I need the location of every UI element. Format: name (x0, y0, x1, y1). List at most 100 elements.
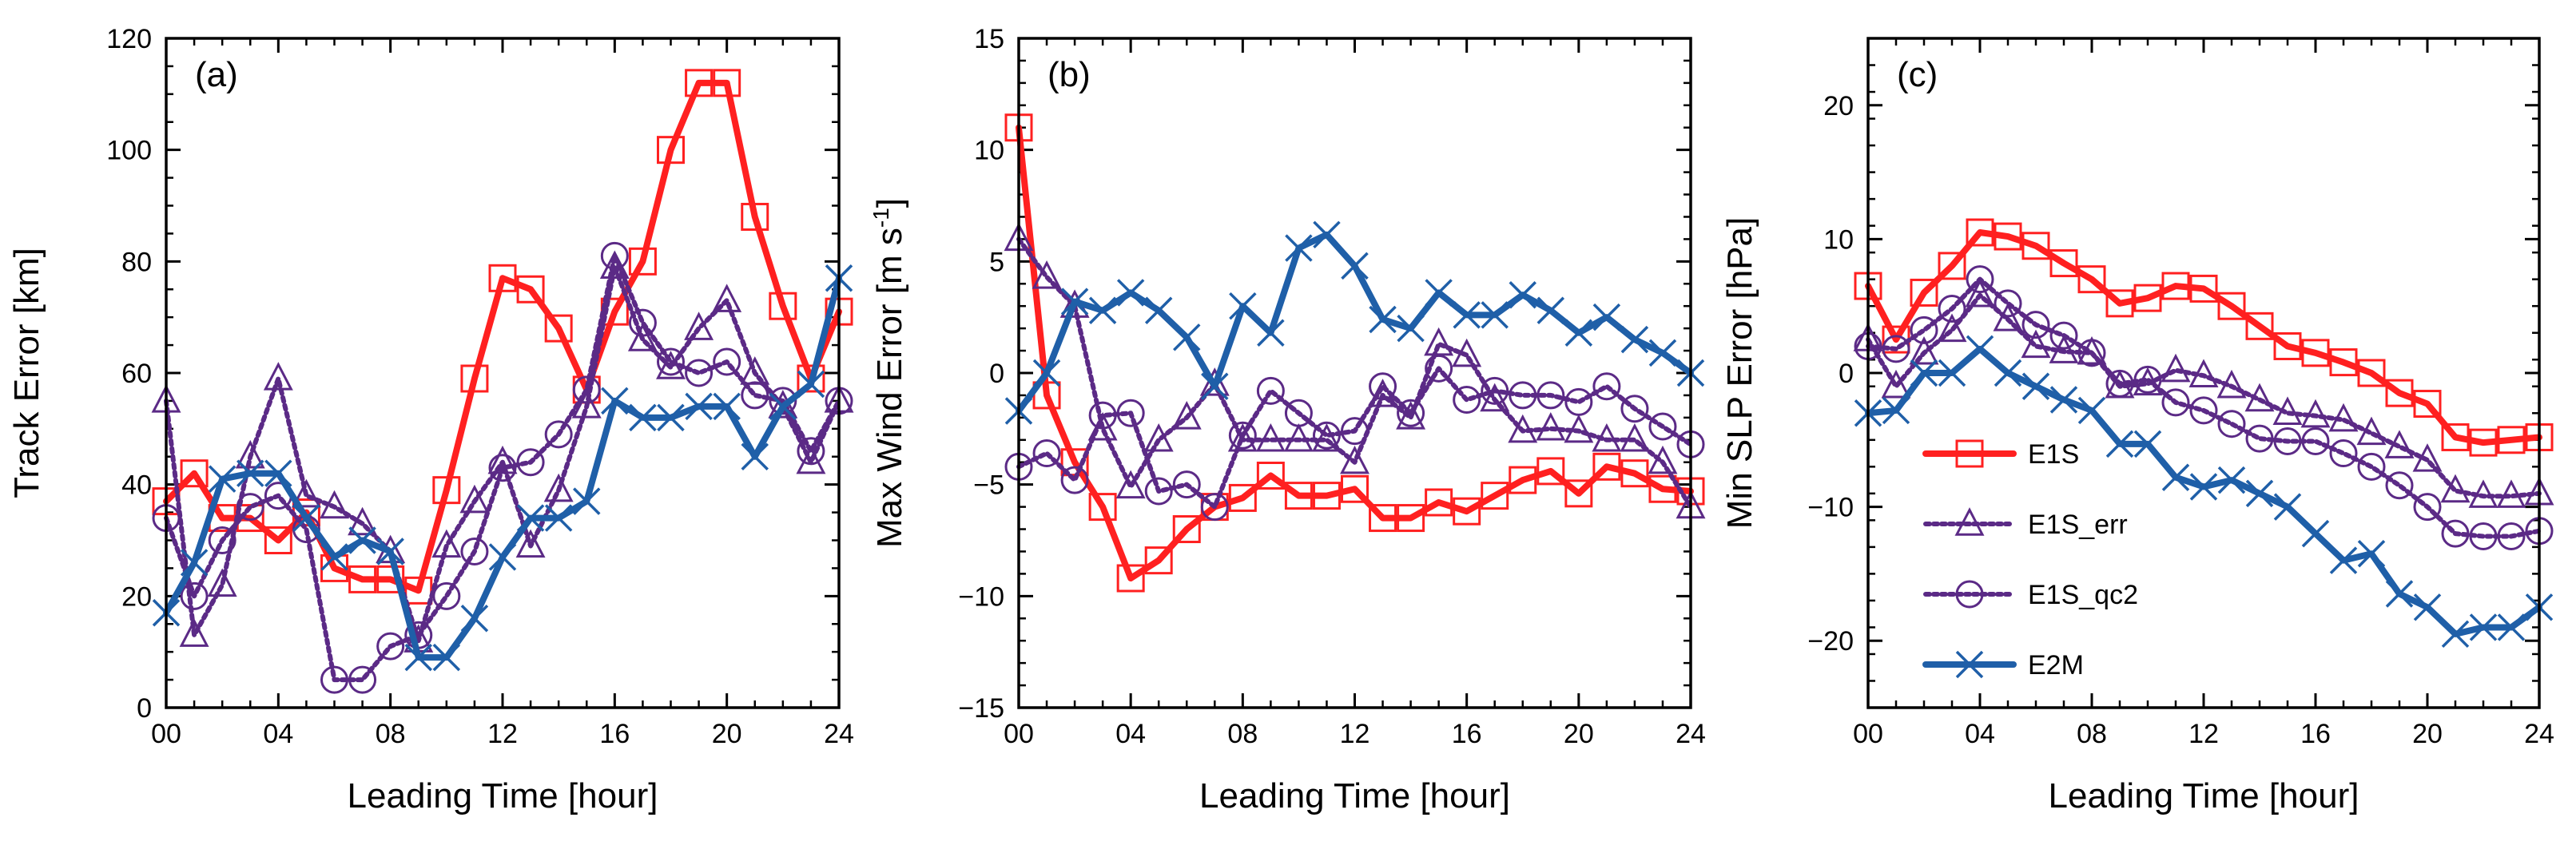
plot-frame (1866, 37, 2541, 709)
data-point (1425, 279, 1453, 307)
x-tick-label: 12 (1340, 719, 1370, 749)
data-point (571, 390, 602, 419)
data-point (1993, 303, 2023, 331)
data-point (488, 454, 517, 482)
data-point (1453, 301, 1481, 329)
data-point (376, 538, 404, 565)
data-point (2216, 369, 2247, 399)
panel-label: (c) (1897, 55, 1938, 94)
data-point (1965, 278, 1995, 307)
y-tick-label: 20 (1823, 91, 1854, 121)
data-point (769, 292, 797, 320)
data-point (2441, 423, 2470, 451)
data-point (1311, 423, 1342, 452)
data-point (404, 643, 432, 672)
data-point (1172, 470, 1201, 499)
data-point (180, 549, 209, 577)
data-point (713, 69, 741, 97)
data-point (1620, 325, 1649, 354)
data-point (1341, 252, 1369, 280)
data-point (2049, 335, 2079, 363)
legend-label: E1S_qc2 (2028, 580, 2138, 610)
legend-item: E1S_err (1923, 507, 2128, 540)
data-point (2273, 331, 2302, 360)
data-point (1144, 296, 1173, 325)
legend-marker (1955, 650, 1984, 679)
data-point (2245, 424, 2274, 453)
data-point (2133, 365, 2162, 394)
data-point (2496, 479, 2526, 508)
data-point (1032, 260, 1062, 289)
data-point (1088, 296, 1117, 325)
data-point (685, 69, 714, 97)
data-point (1257, 319, 1285, 347)
data-point (657, 347, 685, 376)
data-point (627, 323, 658, 351)
data-point (797, 437, 825, 466)
x-tick-label: 04 (1115, 719, 1146, 749)
data-point (1284, 399, 1313, 427)
data-point (657, 403, 685, 432)
data-point (713, 347, 741, 376)
data-point (460, 364, 489, 393)
data-point (179, 618, 209, 647)
series-e1s-qc2 (1004, 354, 1705, 522)
series-line (1865, 229, 2542, 446)
data-point (1452, 338, 1482, 367)
data-point (2049, 249, 2078, 278)
series-line (163, 79, 842, 594)
data-point (2049, 386, 2078, 414)
data-point (2217, 466, 2246, 494)
data-point (2385, 471, 2414, 500)
x-tick-label: 00 (151, 719, 181, 749)
x-tick-label: 08 (1227, 719, 1258, 749)
y-tick-label: 80 (121, 247, 152, 277)
data-point (769, 387, 797, 415)
data-point (2133, 284, 2162, 312)
data-point (2469, 613, 2498, 641)
series-e1s (152, 69, 853, 605)
data-point (1227, 423, 1258, 452)
data-point (2161, 388, 2190, 417)
y-tick-label: 60 (121, 359, 152, 389)
data-point (628, 308, 657, 337)
data-point (1536, 381, 1565, 410)
y-tick-label: 20 (121, 581, 152, 612)
x-tick-label: 00 (1004, 719, 1034, 749)
legend-item: E2M (1922, 650, 2084, 680)
data-point (2412, 443, 2443, 472)
data-point (1937, 313, 1967, 343)
data-point (516, 448, 545, 477)
y-tick-label: 10 (1823, 224, 1854, 255)
data-point (684, 311, 714, 340)
data-point (1144, 546, 1173, 575)
y-tick-label: 120 (106, 24, 152, 54)
data-point (1397, 399, 1425, 427)
data-point (1881, 369, 1911, 399)
data-point (1938, 295, 1966, 323)
data-point (237, 459, 264, 487)
data-point (2273, 427, 2302, 455)
series-line (1016, 366, 1693, 510)
data-point (769, 392, 797, 421)
data-point (1910, 278, 1938, 307)
data-point (1171, 401, 1202, 430)
data-point (1032, 359, 1061, 387)
data-point (685, 359, 714, 387)
data-point (1143, 423, 1174, 452)
data-point (1481, 301, 1509, 329)
data-point (1312, 482, 1341, 510)
data-point (2468, 479, 2498, 508)
data-point (1229, 292, 1257, 320)
data-point (573, 487, 601, 515)
data-point (1369, 305, 1397, 334)
data-point (741, 202, 769, 231)
data-point (1648, 339, 1677, 367)
data-point (1938, 359, 1966, 387)
data-point (713, 392, 741, 421)
data-point (1994, 289, 2022, 318)
data-point (1648, 445, 1678, 474)
data-point (235, 439, 265, 469)
data-point (1115, 470, 1146, 499)
